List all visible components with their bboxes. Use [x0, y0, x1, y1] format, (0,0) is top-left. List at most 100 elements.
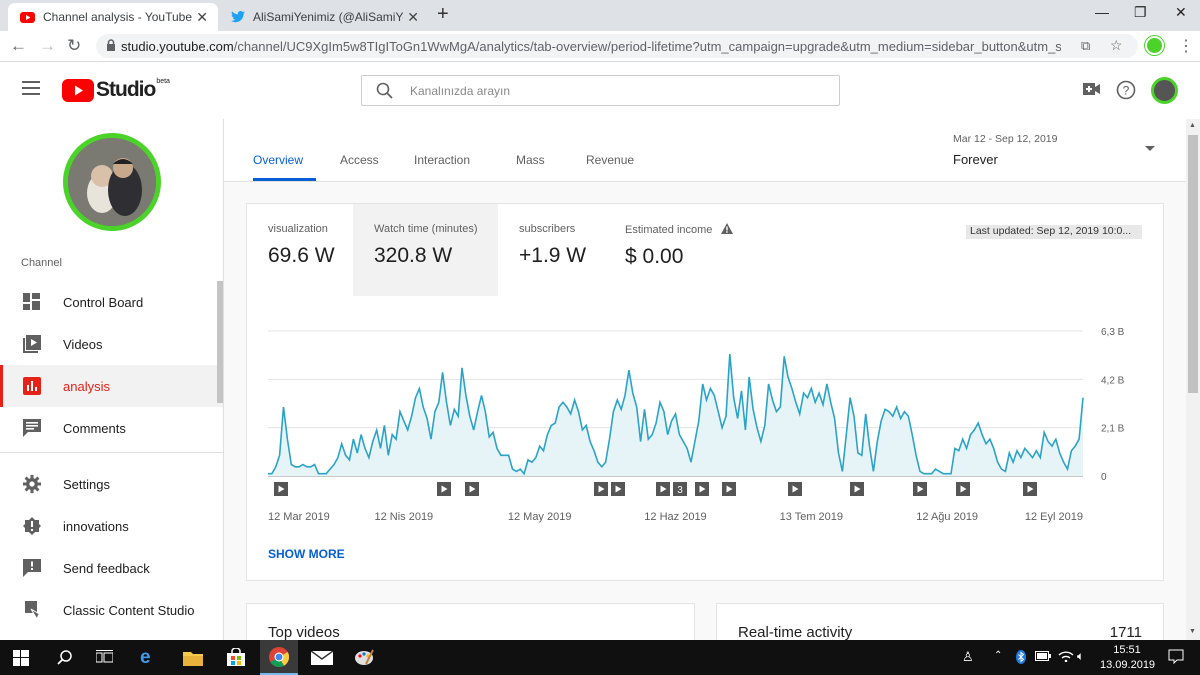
browser-tab-twitter[interactable]: AliSamiYenimiz (@AliSamiYenimiz) ✕ [219, 3, 429, 31]
windows-taskbar: e ♙ ⌃ 🔈︎ 15:51 13.09.2019 [0, 640, 1200, 675]
metric-value: +1.9 W [519, 244, 587, 267]
paint-icon[interactable] [354, 648, 374, 666]
wifi-icon[interactable] [1058, 650, 1074, 662]
notifications-icon[interactable] [1168, 649, 1184, 665]
metric-subscribers[interactable]: subscribers +1.9 W [498, 204, 604, 296]
chrome-icon [269, 647, 289, 667]
video-marker[interactable] [437, 482, 451, 496]
minimize-button[interactable]: — [1095, 4, 1109, 20]
video-marker[interactable]: 3 [673, 482, 687, 496]
show-more-button[interactable]: SHOW MORE [268, 547, 345, 561]
sidebar-item-analysis[interactable]: analysis [0, 365, 223, 407]
metric-watch-time[interactable]: Watch time (minutes) 320.8 W [353, 204, 498, 296]
tab-revenue[interactable]: Revenue [586, 153, 635, 167]
video-marker[interactable] [611, 482, 625, 496]
video-marker[interactable] [850, 482, 864, 496]
create-video-icon[interactable] [1083, 83, 1100, 95]
maximize-button[interactable]: ❐ [1134, 4, 1147, 20]
scrollbar-thumb[interactable] [1188, 135, 1198, 393]
mail-icon[interactable] [311, 651, 333, 665]
new-tab-button[interactable]: + [437, 3, 449, 25]
battery-icon[interactable] [1035, 651, 1051, 661]
task-view-icon[interactable] [96, 650, 113, 665]
video-marker[interactable] [465, 482, 479, 496]
channel-avatar[interactable] [63, 133, 161, 231]
back-button[interactable]: ← [10, 36, 27, 55]
hamburger-menu-icon[interactable] [22, 81, 40, 95]
sidebar-item-comments[interactable]: Comments [0, 407, 223, 449]
account-avatar[interactable] [1151, 77, 1178, 104]
sidebar-item-control-board[interactable]: Control Board [0, 281, 223, 323]
video-marker[interactable] [1023, 482, 1037, 496]
analytics-tabs: Overview Access Interaction Mass Revenue… [224, 119, 1186, 182]
main-content: Overview Access Interaction Mass Revenue… [224, 119, 1186, 640]
show-hidden-icons-chevron[interactable]: ⌃ [994, 650, 1003, 661]
profile-avatar[interactable] [1145, 36, 1164, 55]
close-window-button[interactable]: ✕ [1175, 4, 1187, 20]
store-icon[interactable] [227, 648, 245, 666]
taskbar-chrome-button[interactable] [260, 640, 298, 675]
sidebar-scrollbar[interactable] [217, 281, 223, 403]
file-explorer-icon[interactable] [183, 650, 203, 666]
address-bar-row: ← → ↻ studio.youtube.com/channel/UC9XgIm… [0, 31, 1200, 62]
help-icon[interactable]: ? [1116, 80, 1136, 100]
chevron-down-icon[interactable] [1145, 146, 1155, 152]
metric-value: $ 0.00 [625, 245, 684, 268]
video-marker[interactable] [656, 482, 670, 496]
bookmark-star-icon[interactable]: ☆ [1110, 37, 1123, 53]
tab-access[interactable]: Access [340, 153, 379, 167]
reload-button[interactable]: ↻ [67, 36, 82, 55]
watch-time-chart[interactable]: 6,3 B 4,2 B 2,1 B 0 3 12 Mar 2019 12 Nis 2019 1… [247, 314, 1163, 544]
video-marker[interactable] [722, 482, 736, 496]
sidebar-item-videos[interactable]: Videos [0, 323, 223, 365]
y-tick-label: 2,1 B [1101, 424, 1125, 435]
page-scrollbar[interactable]: ▲ ▼ [1186, 119, 1200, 640]
sidebar-item-label: Control Board [63, 294, 144, 310]
video-marker[interactable] [594, 482, 608, 496]
video-marker[interactable] [274, 482, 288, 496]
clock-date[interactable]: 13.09.2019 [1100, 659, 1156, 671]
translate-icon[interactable]: ⧉ [1081, 38, 1091, 53]
sidebar-item-settings[interactable]: Settings [0, 463, 223, 505]
metric-estimated-income[interactable]: Estimated income $ 0.00 [604, 204, 754, 296]
search-input[interactable]: Kanalınızda arayın [361, 75, 840, 106]
video-marker[interactable] [788, 482, 802, 496]
svg-text:?: ? [1123, 84, 1130, 98]
metric-visualization[interactable]: visualization 69.6 W [247, 204, 353, 296]
clock-time[interactable]: 15:51 [1113, 644, 1141, 656]
y-tick-label: 4,2 B [1101, 375, 1125, 386]
forward-button[interactable]: → [39, 36, 56, 55]
y-tick-label: 0 [1101, 472, 1107, 483]
close-tab-icon[interactable]: ✕ [196, 8, 208, 25]
search-icon[interactable] [57, 649, 73, 666]
people-icon[interactable]: ♙ [962, 649, 974, 664]
scroll-up-arrow[interactable]: ▲ [1189, 122, 1196, 129]
period-selector[interactable]: Mar 12 - Sep 12, 2019 Forever [953, 133, 1057, 167]
close-tab-icon[interactable]: ✕ [407, 8, 419, 25]
browser-menu-icon[interactable]: ⋮ [1178, 38, 1194, 55]
bluetooth-icon[interactable] [1016, 650, 1026, 664]
tab-mass[interactable]: Mass [516, 153, 545, 167]
edge-browser-icon[interactable]: e [140, 647, 151, 668]
studio-logo[interactable]: Studio beta [62, 78, 170, 102]
sidebar-item-send-feedback[interactable]: Send feedback [0, 547, 223, 589]
video-marker[interactable] [913, 482, 927, 496]
browser-tab-youtube-studio[interactable]: Channel analysis - YouTube Studio ✕ [8, 3, 218, 31]
sidebar-item-innovations[interactable]: innovations [0, 505, 223, 547]
sidebar: Channel Control Board Videos analysis Co… [0, 119, 224, 640]
sidebar-item-classic-content-studio[interactable]: Classic Content Studio [0, 589, 223, 631]
x-tick-label: 12 Eyl 2019 [1025, 511, 1083, 523]
sidebar-divider [0, 452, 223, 453]
scroll-down-arrow[interactable]: ▼ [1189, 628, 1196, 635]
series-line[interactable] [268, 353, 1084, 476]
youtube-favicon-icon [20, 11, 35, 23]
windows-start-icon[interactable] [13, 650, 29, 666]
tab-interaction[interactable]: Interaction [414, 153, 471, 167]
volume-muted-icon[interactable]: 🔈︎ [1077, 649, 1085, 663]
overview-chart-card: visualization 69.6 W Watch time (minutes… [246, 203, 1164, 581]
url-bar[interactable]: studio.youtube.com/channel/UC9XgIm5w8TIg… [96, 34, 1138, 58]
tab-overview[interactable]: Overview [253, 153, 304, 167]
warning-badge-icon [23, 517, 41, 535]
video-marker[interactable] [695, 482, 709, 496]
video-marker[interactable] [956, 482, 970, 496]
